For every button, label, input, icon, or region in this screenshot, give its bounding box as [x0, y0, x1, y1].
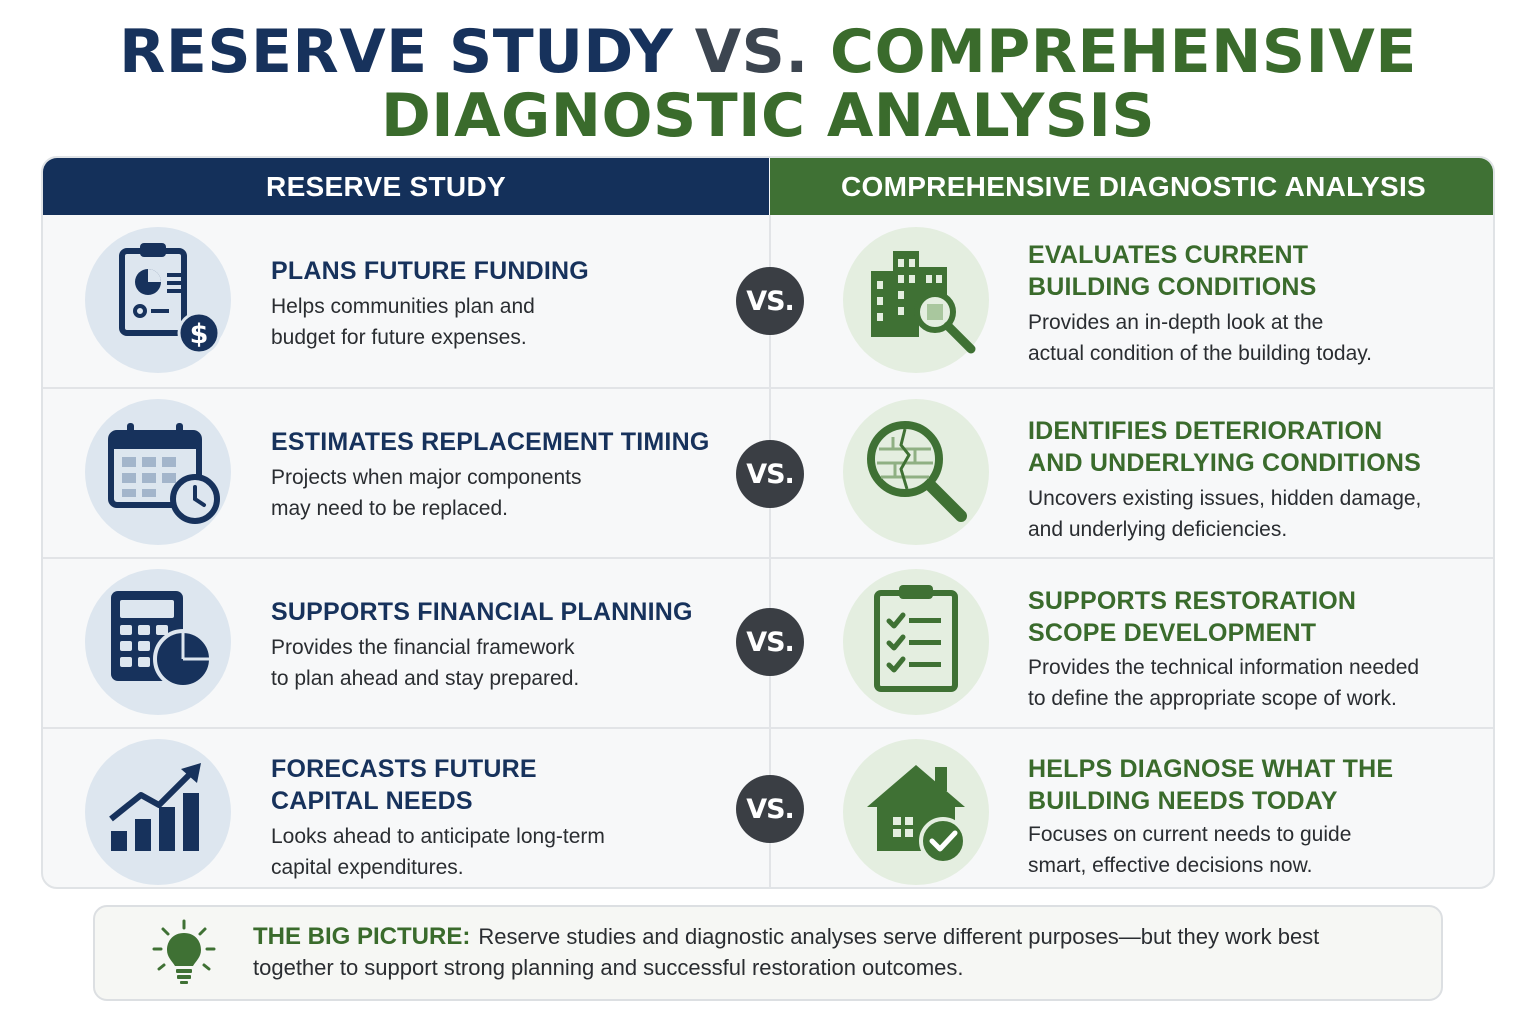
growth-chart-icon — [85, 739, 231, 885]
column-header-diagnostic-analysis: COMPREHENSIVE DIAGNOSTIC ANALYSIS — [770, 158, 1493, 215]
row-4-left-title: FORECASTS FUTURE CAPITAL NEEDS — [271, 755, 537, 815]
row-1-left-description: Helps communities plan and budget for fu… — [271, 295, 535, 349]
magnifier-crack-icon — [843, 399, 989, 545]
row-3-left-title: SUPPORTS FINANCIAL PLANNING — [271, 598, 693, 626]
row-2-left-description: Projects when major components may need … — [271, 466, 582, 520]
building-magnifier-icon — [843, 227, 989, 373]
row-1-right-title: EVALUATES CURRENT BUILDING CONDITIONS — [1028, 241, 1317, 301]
row-3-left-description: Provides the financial framework to plan… — [271, 636, 580, 690]
calculator-pie-icon — [85, 569, 231, 715]
row-2-right-description: Uncovers existing issues, hidden damage,… — [1028, 487, 1422, 541]
big-picture-label: THE BIG PICTURE: — [253, 923, 471, 950]
title-reserve-study: RESERVE STUDY — [119, 17, 674, 87]
vs-badge: VS. — [736, 775, 804, 843]
big-picture-callout: THE BIG PICTURE: Reserve studies and diag… — [93, 905, 1443, 1001]
big-picture-text: THE BIG PICTURE: Reserve studies and diag… — [253, 921, 1403, 983]
row-4-left-description: Looks ahead to anticipate long-term capi… — [271, 825, 605, 879]
row-3-right-title: SUPPORTS RESTORATION SCOPE DEVELOPMENT — [1028, 587, 1357, 647]
column-header-reserve-study: RESERVE STUDY — [43, 158, 769, 215]
checklist-icon — [843, 569, 989, 715]
row-4-right-description: Focuses on current needs to guide smart,… — [1028, 823, 1352, 877]
row-2-left-title: ESTIMATES REPLACEMENT TIMING — [271, 428, 710, 456]
column-divider — [769, 215, 771, 887]
comparison-row: ESTIMATES REPLACEMENT TIMING Projects wh… — [43, 387, 1493, 557]
row-4-right-title: HELPS DIAGNOSE WHAT THE BUILDING NEEDS T… — [1028, 755, 1394, 815]
row-3-right-description: Provides the technical information neede… — [1028, 656, 1420, 710]
calendar-clock-icon — [85, 399, 231, 545]
vs-badge: VS. — [736, 608, 804, 676]
lightbulb-icon — [149, 919, 219, 989]
vs-badge: VS. — [736, 267, 804, 335]
vs-badge: VS. — [736, 440, 804, 508]
row-1-right-description: Provides an in-depth look at the actual … — [1028, 311, 1373, 365]
clipboard-dollar-icon: $ — [85, 227, 231, 373]
comparison-row: FORECASTS FUTURE CAPITAL NEEDS Looks ahe… — [43, 727, 1493, 887]
page-title-line-1: RESERVE STUDY VS. COMPREHENSIVE — [0, 22, 1536, 82]
big-picture-body: Reserve studies and diagnostic analyses … — [253, 924, 1320, 980]
comparison-table: RESERVE STUDY COMPREHENSIVE DIAGNOSTIC A… — [41, 156, 1495, 889]
title-vs: VS. — [694, 17, 809, 87]
svg-text:$: $ — [190, 319, 209, 350]
comparison-row: $ PLANS FUTURE FUNDING Helps communities… — [43, 215, 1493, 387]
comparison-row: SUPPORTS FINANCIAL PLANNING Provides the… — [43, 557, 1493, 727]
row-2-right-title: IDENTIFIES DETERIORATION AND UNDERLYING … — [1028, 417, 1421, 477]
title-comprehensive: COMPREHENSIVE — [830, 17, 1417, 87]
house-check-icon — [843, 739, 989, 885]
row-1-left-title: PLANS FUTURE FUNDING — [271, 257, 589, 285]
page-title-line-2: DIAGNOSTIC ANALYSIS — [380, 81, 1156, 151]
